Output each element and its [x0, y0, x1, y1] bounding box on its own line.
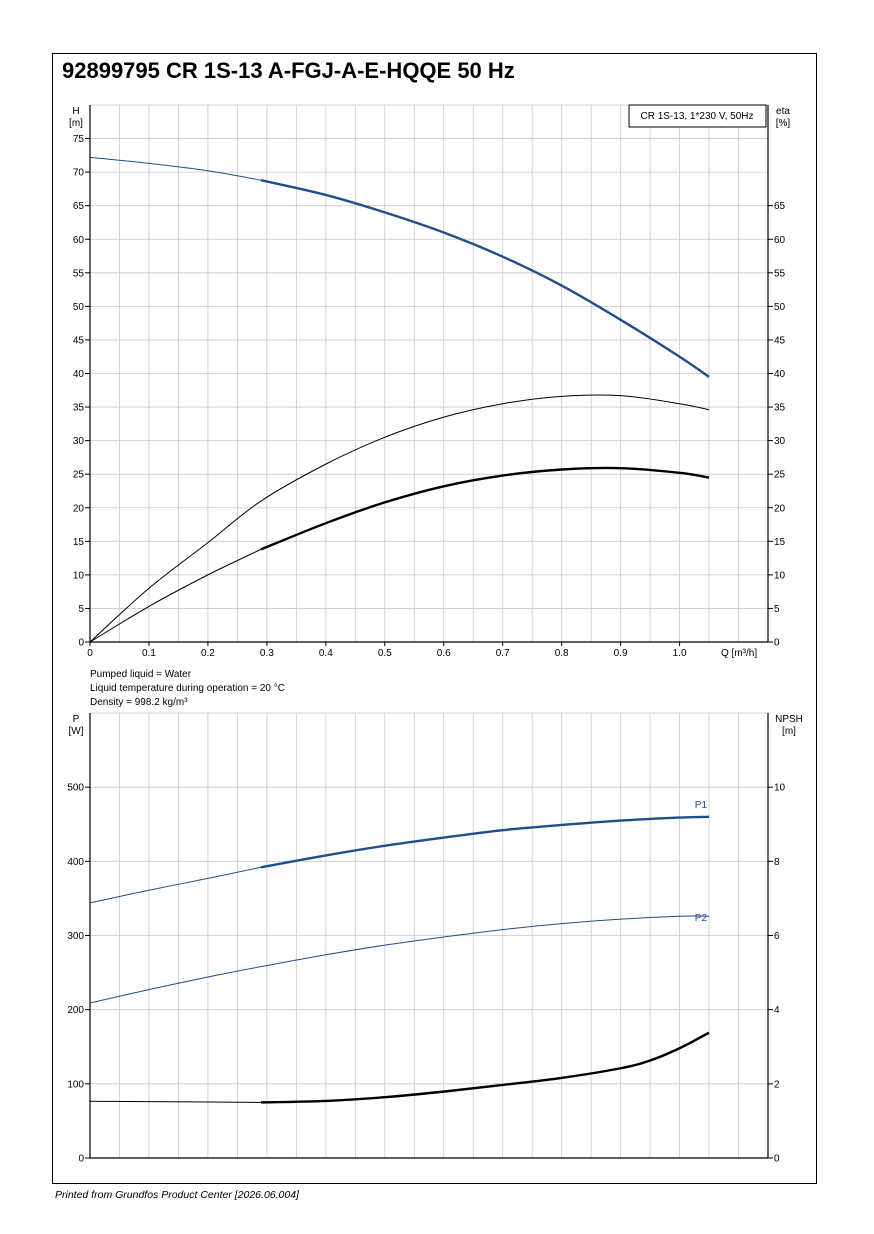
series-label-p2: P2 — [695, 913, 708, 924]
y-right-axis-label: eta — [776, 106, 790, 117]
x-tick-label: 0.1 — [142, 648, 156, 659]
y-left-tick-label: 65 — [73, 201, 85, 212]
y-right-tick-label: 4 — [774, 1005, 780, 1016]
y-right-tick-label: 10 — [774, 783, 786, 794]
x-tick-label: 0.9 — [614, 648, 628, 659]
y-left-tick-label: 10 — [73, 570, 85, 581]
y-left-axis-label: H — [72, 106, 79, 117]
y-left-tick-label: 300 — [67, 931, 84, 942]
x-tick-label: 0 — [87, 648, 93, 659]
y-left-tick-label: 55 — [73, 268, 85, 279]
x-axis-label: Q [m³/h] — [721, 648, 757, 659]
bottom-chart-curves — [89, 815, 710, 1104]
y-left-tick-label: 45 — [73, 335, 85, 346]
y-left-tick-label: 0 — [78, 638, 84, 649]
y-left-tick-label: 70 — [73, 168, 85, 179]
page-title: 92899795 CR 1S-13 A-FGJ-A-E-HQQE 50 Hz — [62, 58, 515, 83]
bottom-series-2-thin — [89, 1100, 261, 1103]
y-left-tick-label: 200 — [67, 1005, 84, 1016]
y-left-tick-label: 400 — [67, 857, 84, 868]
legend-box — [628, 104, 767, 128]
top-series-0-bold — [260, 179, 710, 378]
y-right-tick-label: 40 — [774, 369, 786, 380]
liquid-info-line: Pumped liquid = Water — [90, 669, 192, 680]
bottom-series-1-thin — [89, 915, 710, 1004]
legend-box-text: CR 1S-13, 1*230 V, 50Hz — [640, 111, 753, 122]
y-left-axis-label: P — [73, 714, 80, 725]
y-right-tick-label: 65 — [774, 201, 786, 212]
bottom-series-0-thin — [89, 866, 262, 904]
top-chart-grid — [89, 104, 769, 643]
top-chart-axes — [85, 105, 773, 646]
y-right-tick-label: 8 — [774, 857, 780, 868]
y-left-tick-label: 75 — [73, 134, 85, 145]
x-tick-label: 1.0 — [673, 648, 687, 659]
bottom-chart-grid — [89, 712, 769, 1159]
y-right-tick-label: 55 — [774, 268, 786, 279]
x-tick-label: 0.2 — [201, 648, 215, 659]
x-tick-label: 0.4 — [319, 648, 333, 659]
y-left-tick-label: 30 — [73, 436, 85, 447]
y-right-tick-label: 10 — [774, 570, 786, 581]
y-left-tick-label: 25 — [73, 470, 85, 481]
liquid-info-line: Density = 998.2 kg/m³ — [90, 697, 188, 708]
top-series-1-thin — [89, 394, 710, 643]
y-left-tick-label: 50 — [73, 302, 85, 313]
y-left-tick-label: 35 — [73, 403, 85, 414]
x-tick-label: 0.3 — [260, 648, 274, 659]
liquid-info-line: Liquid temperature during operation = 20… — [90, 683, 285, 694]
liquid-info: Pumped liquid = Water Liquid temperature… — [90, 668, 285, 710]
y-right-tick-label: 15 — [774, 537, 786, 548]
y-right-tick-label: 0 — [774, 1154, 780, 1165]
y-left-tick-label: 20 — [73, 503, 85, 514]
y-left-tick-label: 40 — [73, 369, 85, 380]
top-chart-curves — [89, 156, 710, 643]
chart-frame — [52, 53, 817, 1184]
y-right-tick-label: 0 — [774, 638, 780, 649]
bottom-series-0-bold — [260, 815, 710, 869]
y-left-tick-label: 15 — [73, 537, 85, 548]
bottom-chart-axes — [85, 713, 773, 1159]
top-series-2-bold — [260, 466, 710, 551]
y-left-tick-label: 100 — [67, 1079, 84, 1090]
y-right-tick-label: 35 — [774, 403, 786, 414]
x-tick-label: 0.7 — [496, 648, 510, 659]
y-left-axis-unit: [W] — [69, 726, 84, 737]
x-tick-label: 0.6 — [437, 648, 451, 659]
y-right-tick-label: 60 — [774, 235, 786, 246]
y-right-tick-label: 5 — [774, 604, 780, 615]
y-right-axis-unit: [m] — [782, 726, 796, 737]
y-right-tick-label: 6 — [774, 931, 780, 942]
top-chart-labels: 0 5 10 15 20 25 30 35 40 45 50 55 60 65 70 75 0 5 10 15 20 25… — [69, 104, 791, 659]
x-tick-label: 0.8 — [555, 648, 569, 659]
y-right-tick-label: 20 — [774, 503, 786, 514]
bottom-chart-labels: 0 100 200 300 400 500 0 2 4 6 8 10 P[W] NPSH[m] P1 P2 — [67, 714, 803, 1165]
y-left-tick-label: 5 — [78, 604, 84, 615]
y-right-tick-label: 45 — [774, 335, 786, 346]
top-series-2-thin — [89, 548, 262, 643]
top-series-0-thin — [89, 156, 262, 181]
x-tick-label: 0.5 — [378, 648, 392, 659]
y-right-tick-label: 25 — [774, 470, 786, 481]
y-left-tick-label: 500 — [67, 783, 84, 794]
y-right-tick-label: 50 — [774, 302, 786, 313]
y-right-axis-unit: [%] — [776, 118, 791, 129]
y-left-tick-label: 60 — [73, 235, 85, 246]
y-right-tick-label: 2 — [774, 1079, 780, 1090]
y-left-tick-label: 0 — [78, 1154, 84, 1165]
bottom-series-2-bold — [260, 1031, 710, 1104]
y-right-axis-label: NPSH — [775, 714, 803, 725]
footer-note: Printed from Grundfos Product Center [20… — [55, 1189, 299, 1201]
y-right-tick-label: 30 — [774, 436, 786, 447]
series-label-p1: P1 — [695, 800, 708, 811]
y-left-axis-unit: [m] — [69, 118, 83, 129]
